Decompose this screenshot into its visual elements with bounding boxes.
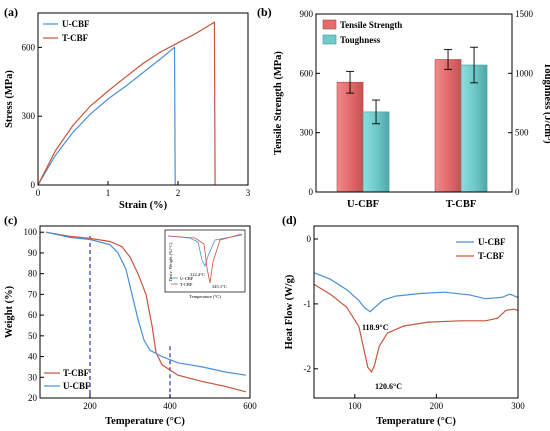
panel-b-y2tick-label: 500 — [515, 128, 529, 138]
panel-a-ytick-label: 300 — [22, 111, 36, 121]
panel-a-ytick-label: 0 — [31, 180, 36, 190]
panel-c-series-u-cbf — [45, 231, 247, 376]
panel-b-ytick-label: 0 — [309, 187, 314, 197]
inset-legend-t-cbf: T-CBF — [180, 282, 193, 287]
panel-d-xtick-label: 200 — [430, 401, 444, 411]
category-label-u-cbf: U-CBF — [347, 199, 379, 210]
panel-c-xtick-label: 200 — [83, 401, 97, 411]
panel-c-ytick-label: 60 — [28, 310, 38, 320]
legend-label-t-cbf-c: T-CBF — [63, 368, 90, 378]
panel-d-ytick-label: -1 — [304, 299, 312, 309]
panel-c-ylabel: Weight (%) — [4, 285, 15, 338]
panel-a-xtick-label: 3 — [246, 188, 251, 198]
panel-a-xtick-label: 2 — [176, 188, 181, 198]
inset-annotation-345: 345.1°C — [212, 284, 227, 289]
inset-xlabel: Temperature (°C) — [189, 294, 221, 299]
panel-c-ytick-label: 100 — [24, 227, 38, 237]
panel-d-label: (d) — [282, 213, 297, 227]
panel-b-y2tick-label: 0 — [515, 187, 520, 197]
panel-b-y2tick-label: 1500 — [515, 9, 534, 19]
panel-a-series-u-cbf — [37, 46, 176, 186]
panel-c-xlabel: Temperature (°C) — [105, 416, 185, 427]
panel-d-legend: U-CBF T-CBF — [456, 237, 506, 261]
panel-c-legend: T-CBF U-CBF — [44, 368, 91, 391]
panel-c: (c) 200 400 600 20 30 40 50 60 70 80 90 100 Tempera… — [4, 213, 257, 427]
panel-d-ylabel: Heat Flow (W/g) — [284, 274, 295, 349]
panel-c-ytick-label: 50 — [28, 331, 38, 341]
legend-label-u-cbf-c: U-CBF — [63, 381, 91, 391]
panel-a-xtick-label: 1 — [106, 188, 111, 198]
panel-b-label: (b) — [257, 5, 272, 19]
legend-label-t-cbf-d: T-CBF — [478, 251, 505, 261]
legend-label-u-cbf: U-CBF — [62, 19, 90, 29]
panel-c-ytick-label: 30 — [28, 372, 38, 382]
panel-d-ytick-label: 0 — [307, 234, 312, 244]
panel-d-xtick-label: 100 — [348, 401, 362, 411]
bar-tensile-strength-u-cbf — [336, 81, 364, 193]
category-label-t-cbf: T-CBF — [446, 199, 477, 210]
panel-c-axes-frame — [39, 225, 251, 399]
panel-c-label: (c) — [4, 213, 17, 227]
legend-swatch-tensile-strength — [322, 19, 337, 30]
legend-label-u-cbf-d: U-CBF — [478, 237, 506, 247]
panel-a-series-t-cbf — [37, 21, 216, 186]
panel-a-ytick-label: 600 — [22, 42, 36, 52]
panel-d-series-t-cbf — [313, 283, 519, 374]
inset-frame — [164, 229, 246, 293]
panel-b-ytick-label: 600 — [300, 68, 314, 78]
panel-b-ytick-label: 900 — [300, 9, 314, 19]
panel-b-ylabel: Tensile Strength (MPa) — [273, 51, 284, 155]
legend-label-tensile-strength: Tensile Strength — [340, 20, 402, 30]
panel-b-y2tick-label: 1000 — [515, 68, 534, 78]
panel-c-inset: U-CBF T-CBF 322.4°C 345.1°C Temperature … — [164, 229, 246, 299]
panel-b-axes-frame — [315, 13, 513, 193]
panel-d-axes-frame — [313, 225, 519, 399]
panel-a-ylabel: Stress (MPa) — [4, 70, 15, 128]
panel-b-ytick-label: 300 — [300, 128, 314, 138]
panel-b-y2label: Toughness (J/cm³) — [542, 62, 550, 144]
legend-label-t-cbf: T-CBF — [62, 33, 89, 43]
panel-c-ytick-label: 80 — [28, 269, 38, 279]
panel-c-ytick-label: 20 — [28, 393, 38, 403]
panel-d-xlabel: Temperature (°C) — [376, 416, 456, 427]
panel-c-ytick-label: 70 — [28, 289, 38, 299]
annotation-120-6: 120.6°C — [375, 382, 402, 391]
legend-swatch-toughness — [322, 34, 337, 45]
inset-annotation-322: 322.4°C — [190, 272, 205, 277]
panel-a-label: (a) — [4, 5, 18, 19]
panel-a-xlabel: Strain (%) — [119, 200, 168, 211]
bar-toughness-t-cbf — [460, 64, 488, 193]
panel-b-legend: Tensile Strength Toughness — [322, 19, 402, 45]
inset-curve-u-cbf — [167, 234, 243, 268]
panel-d-series-u-cbf — [313, 272, 519, 313]
inset-curve-t-cbf — [167, 233, 243, 284]
panel-d-xtick-label: 300 — [511, 401, 525, 411]
panel-a-xtick-label: 0 — [36, 188, 41, 198]
panel-a-axes-frame — [37, 12, 249, 186]
bar-tensile-strength-t-cbf — [434, 59, 462, 193]
panel-d-ytick-label: -2 — [304, 364, 312, 374]
inset-ylabel: Deriv. Weight (%/°C) — [168, 242, 173, 281]
panel-a-legend: U-CBF T-CBF — [43, 19, 90, 43]
legend-label-toughness: Toughness — [340, 35, 381, 45]
panel-c-series-t-cbf — [45, 231, 247, 393]
annotation-118-9: 118.9°C — [362, 323, 389, 332]
panel-c-xtick-label: 600 — [243, 401, 257, 411]
panel-c-ytick-label: 40 — [28, 352, 38, 362]
panel-c-ytick-label: 90 — [28, 248, 38, 258]
panel-d: (d) 100 200 300 -2 -1 0 Temperature (°C) Heat… — [282, 213, 525, 427]
inset-legend-u-cbf: U-CBF — [180, 276, 194, 281]
panel-c-xtick-label: 400 — [163, 401, 177, 411]
panel-b: (b) U-CBF T-CBF 0 300 600 900 0 500 1000 1500 Ten… — [257, 5, 550, 210]
